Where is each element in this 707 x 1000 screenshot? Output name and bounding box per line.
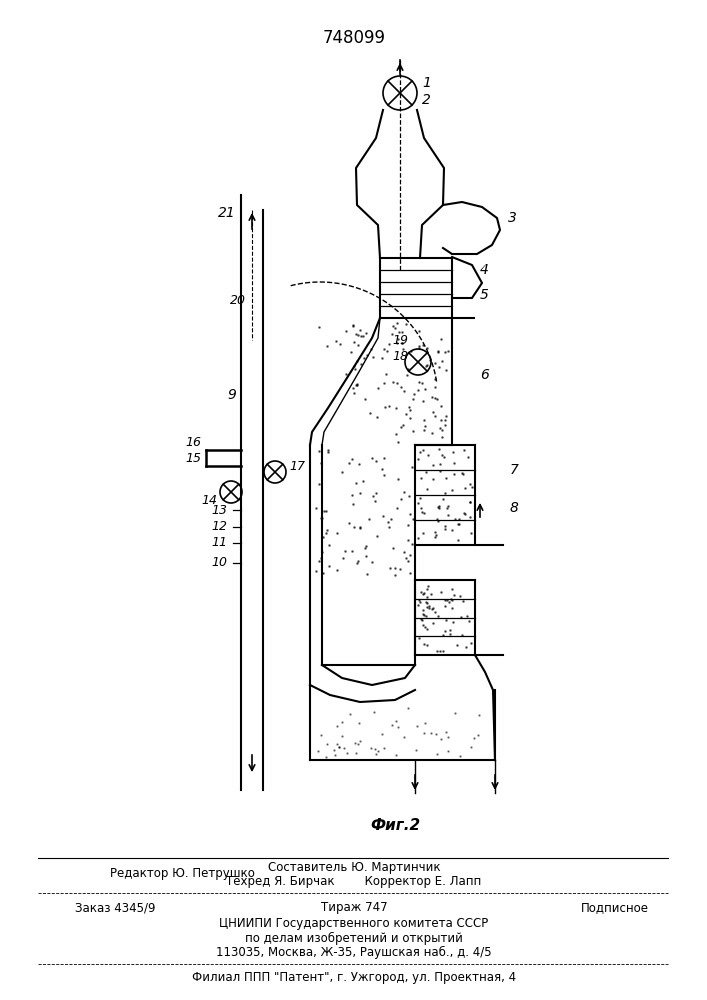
Text: 9: 9 xyxy=(227,388,236,402)
Text: 3: 3 xyxy=(508,211,517,225)
Text: 748099: 748099 xyxy=(322,29,385,47)
Text: 17: 17 xyxy=(289,460,305,473)
Text: по делам изобретений и открытий: по делам изобретений и открытий xyxy=(245,931,463,945)
Text: 6: 6 xyxy=(480,368,489,382)
Text: 20: 20 xyxy=(230,294,246,306)
Text: Заказ 4345/9: Заказ 4345/9 xyxy=(75,902,156,914)
Text: 5: 5 xyxy=(480,288,489,302)
Text: Филиал ППП "Патент", г. Ужгород, ул. Проектная, 4: Филиал ППП "Патент", г. Ужгород, ул. Про… xyxy=(192,972,516,984)
Text: 1: 1 xyxy=(422,76,431,90)
Text: Составитель Ю. Мартинчик: Составитель Ю. Мартинчик xyxy=(268,860,440,874)
Text: 21: 21 xyxy=(218,206,236,220)
Text: 19: 19 xyxy=(392,334,408,347)
Text: 14: 14 xyxy=(201,493,217,506)
Text: 13: 13 xyxy=(211,504,227,516)
Text: Тираж 747: Тираж 747 xyxy=(321,902,387,914)
Text: 8: 8 xyxy=(510,501,519,515)
Text: 113035, Москва, Ж-35, Раушская наб., д. 4/5: 113035, Москва, Ж-35, Раушская наб., д. … xyxy=(216,945,492,959)
Text: 16: 16 xyxy=(185,436,201,450)
Text: 15: 15 xyxy=(185,452,201,466)
Text: Фиг.2: Фиг.2 xyxy=(370,818,420,832)
Text: Техред Я. Бирчак        Корректор Е. Лапп: Техред Я. Бирчак Корректор Е. Лапп xyxy=(226,876,481,888)
Text: 11: 11 xyxy=(211,536,227,550)
Text: 10: 10 xyxy=(211,556,227,570)
Text: ЦНИИПИ Государственного комитета СССР: ЦНИИПИ Государственного комитета СССР xyxy=(219,918,489,930)
Text: Редактор Ю. Петрушко: Редактор Ю. Петрушко xyxy=(110,867,255,880)
Text: 18: 18 xyxy=(392,351,408,363)
Text: 2: 2 xyxy=(422,93,431,107)
Text: Подписное: Подписное xyxy=(581,902,649,914)
Text: 4: 4 xyxy=(480,263,489,277)
Text: 12: 12 xyxy=(211,520,227,534)
Text: 7: 7 xyxy=(510,463,519,477)
